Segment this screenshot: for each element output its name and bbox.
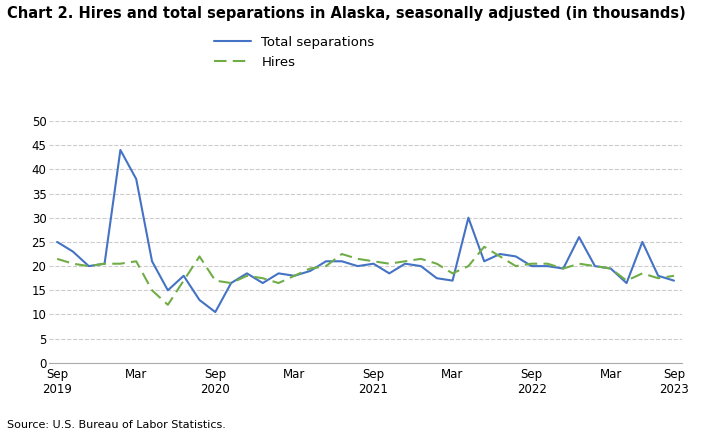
- Hires: [527, 261, 536, 266]
- Hires: [432, 261, 441, 266]
- Total separations: [559, 266, 567, 271]
- Total separations: [179, 273, 188, 278]
- Total separations: [512, 254, 520, 259]
- Total separations: [148, 259, 156, 264]
- Hires: [243, 273, 251, 278]
- Total separations: [211, 309, 219, 314]
- Hires: [337, 251, 346, 257]
- Hires: [69, 261, 77, 266]
- Hires: [670, 273, 678, 278]
- Total separations: [53, 239, 61, 245]
- Legend: Total separations, Hires: Total separations, Hires: [214, 35, 375, 69]
- Total separations: [290, 273, 299, 278]
- Hires: [638, 271, 647, 276]
- Total separations: [369, 261, 378, 266]
- Total separations: [101, 261, 109, 266]
- Hires: [53, 256, 61, 261]
- Hires: [306, 266, 314, 271]
- Hires: [464, 264, 472, 269]
- Total separations: [591, 264, 599, 269]
- Hires: [148, 288, 156, 293]
- Hires: [512, 264, 520, 269]
- Total separations: [337, 259, 346, 264]
- Hires: [132, 259, 141, 264]
- Hires: [274, 280, 283, 286]
- Total separations: [164, 288, 172, 293]
- Hires: [227, 280, 236, 286]
- Total separations: [84, 264, 93, 269]
- Total separations: [670, 278, 678, 283]
- Hires: [622, 278, 631, 283]
- Hires: [543, 261, 552, 266]
- Total separations: [227, 280, 236, 286]
- Hires: [607, 266, 615, 271]
- Total separations: [354, 264, 362, 269]
- Total separations: [496, 251, 504, 257]
- Total separations: [417, 264, 425, 269]
- Hires: [322, 264, 330, 269]
- Total separations: [401, 261, 409, 266]
- Hires: [480, 244, 489, 249]
- Hires: [575, 261, 583, 266]
- Total separations: [480, 259, 489, 264]
- Total separations: [622, 280, 631, 286]
- Hires: [101, 261, 109, 266]
- Total separations: [274, 271, 283, 276]
- Hires: [290, 273, 299, 278]
- Total separations: [116, 147, 124, 152]
- Total separations: [543, 264, 552, 269]
- Hires: [385, 261, 394, 266]
- Total separations: [385, 271, 394, 276]
- Hires: [654, 276, 662, 281]
- Text: Chart 2. Hires and total separations in Alaska, seasonally adjusted (in thousand: Chart 2. Hires and total separations in …: [7, 6, 686, 22]
- Line: Total separations: Total separations: [57, 150, 674, 312]
- Hires: [195, 254, 204, 259]
- Total separations: [243, 271, 251, 276]
- Total separations: [575, 235, 583, 240]
- Hires: [449, 271, 457, 276]
- Total separations: [69, 249, 77, 254]
- Hires: [559, 266, 567, 271]
- Line: Hires: Hires: [57, 247, 674, 305]
- Total separations: [449, 278, 457, 283]
- Hires: [417, 256, 425, 261]
- Total separations: [259, 280, 267, 286]
- Total separations: [306, 268, 314, 273]
- Hires: [354, 256, 362, 261]
- Hires: [164, 302, 172, 308]
- Total separations: [322, 259, 330, 264]
- Hires: [496, 254, 504, 259]
- Total separations: [132, 176, 141, 181]
- Total separations: [464, 215, 472, 220]
- Hires: [84, 264, 93, 269]
- Total separations: [654, 273, 662, 278]
- Total separations: [638, 239, 647, 245]
- Hires: [369, 259, 378, 264]
- Total separations: [432, 276, 441, 281]
- Hires: [591, 264, 599, 269]
- Hires: [116, 261, 124, 266]
- Hires: [259, 276, 267, 281]
- Total separations: [527, 264, 536, 269]
- Hires: [401, 259, 409, 264]
- Total separations: [195, 297, 204, 302]
- Text: Source: U.S. Bureau of Labor Statistics.: Source: U.S. Bureau of Labor Statistics.: [7, 420, 226, 430]
- Total separations: [607, 266, 615, 271]
- Hires: [179, 278, 188, 283]
- Hires: [211, 278, 219, 283]
